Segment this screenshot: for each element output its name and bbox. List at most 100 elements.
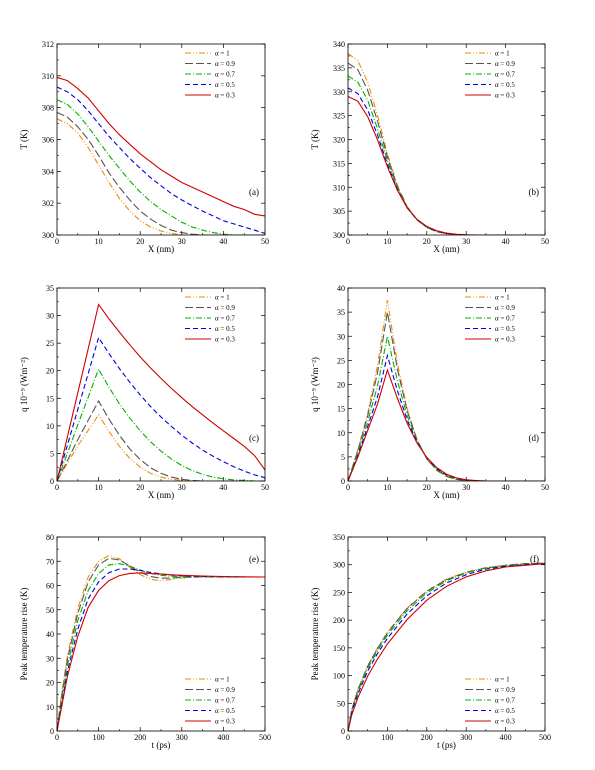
x-tick-label: 50 [541,237,549,246]
x-tick-label: 20 [136,237,144,246]
x-axis-label: X (nm) [148,244,174,254]
y-tick-label: 5 [341,453,345,462]
y-tick-label: 340 [333,40,345,49]
x-axis-label: X (nm) [148,490,174,500]
y-tick-label: 310 [333,183,345,192]
x-tick-label: 0 [346,237,350,246]
legend-label: α = 1 [215,50,230,58]
y-tick-label: 70 [46,557,54,566]
legend-label: α = 0.3 [215,336,235,344]
y-axis-label: T (K) [310,129,320,149]
panel-label: (a) [249,187,259,197]
y-tick-label: 300 [333,561,345,570]
x-tick-label: 0 [346,483,350,492]
legend-label: α = 0.7 [495,315,515,323]
x-tick-label: 20 [136,483,144,492]
series-line [57,554,265,731]
x-tick-label: 40 [219,483,227,492]
x-tick-label: 300 [460,733,472,742]
series-line [348,562,545,731]
y-tick-label: 25 [46,339,54,348]
panel-label: (e) [249,554,259,564]
y-tick-label: 250 [333,588,345,597]
series-line [348,62,545,235]
x-tick-label: 40 [219,237,227,246]
y-tick-label: 150 [333,644,345,653]
legend-label: α = 1 [495,294,510,302]
legend-label: α = 0.9 [215,686,235,694]
series-line [57,367,265,481]
series-line [348,336,545,481]
x-tick-label: 100 [93,733,105,742]
chart-panel-0: 0 10 20 30 40 50 300 302 304 306 308 310 312 X (nm) T … [19,40,269,254]
y-tick-label: 10 [337,429,345,438]
y-axis-label: Peak temperature rise (K) [19,588,29,681]
x-tick-label: 10 [95,483,103,492]
series-line [348,300,545,481]
y-tick-label: 320 [333,136,345,145]
legend-label: α = 0.5 [215,325,235,333]
series-line [57,336,265,481]
legend-label: α = 0.5 [495,325,515,333]
y-tick-label: 330 [333,88,345,97]
series-line [57,563,265,731]
y-axis-label: T (K) [19,129,29,149]
y-tick-label: 300 [333,231,345,240]
series-line [57,303,265,481]
x-tick-label: 400 [500,733,512,742]
y-axis-label: q 10⁻⁹ (Wm⁻²) [19,357,29,412]
series-line [348,75,545,235]
legend-label: α = 0.9 [215,304,235,312]
legend-label: α = 0.9 [495,686,515,694]
x-tick-label: 10 [95,237,103,246]
legend-label: α = 0.7 [495,71,515,79]
x-tick-label: 10 [383,237,391,246]
y-tick-label: 325 [333,112,345,121]
legend-label: α = 0.5 [495,81,515,89]
y-tick-label: 15 [46,394,54,403]
y-tick-label: 0 [50,727,54,736]
x-tick-label: 40 [502,237,510,246]
y-tick-label: 305 [333,207,345,216]
chart-panel-4: 0 100 200 300 400 500 0 10 20 30 40 50 60 70 80 t (ps) P… [19,533,271,750]
y-tick-label: 15 [337,405,345,414]
legend-label: α = 0.9 [495,304,515,312]
chart-panel-3: 0 10 20 30 40 50 0 5 10 15 20 25 30 35 40 X (nm) q 10⁻⁹ … [310,284,549,500]
x-tick-label: 500 [539,733,551,742]
legend-label: α = 0.5 [495,707,515,715]
y-tick-label: 60 [46,582,54,591]
x-tick-label: 30 [178,237,186,246]
series-line [57,399,265,481]
legend-label: α = 1 [215,294,230,302]
x-tick-label: 50 [261,237,269,246]
y-tick-label: 20 [337,381,345,390]
y-axis-label: q 10⁻⁹ (Wm⁻²) [310,357,320,412]
series-line [348,563,545,731]
panel-label: (d) [529,433,540,443]
series-line [348,53,545,235]
y-tick-label: 312 [42,40,54,49]
y-tick-label: 308 [42,104,54,113]
x-tick-label: 30 [462,237,470,246]
legend-label: α = 0.3 [495,92,515,100]
y-tick-label: 10 [46,703,54,712]
series-line [57,111,265,235]
y-tick-label: 30 [337,332,345,341]
series-line [57,118,265,235]
legend-label: α = 0.7 [495,697,515,705]
x-tick-label: 50 [261,483,269,492]
series-line [348,562,545,731]
y-tick-label: 300 [42,231,54,240]
x-tick-label: 20 [423,237,431,246]
x-tick-label: 200 [421,733,433,742]
legend-label: α = 1 [495,50,510,58]
y-tick-label: 306 [42,136,54,145]
legend-label: α = 0.9 [215,60,235,68]
y-tick-label: 5 [50,449,54,458]
x-tick-label: 0 [55,483,59,492]
x-tick-label: 0 [55,733,59,742]
y-tick-label: 335 [333,64,345,73]
x-tick-label: 30 [462,483,470,492]
series-line [348,368,545,481]
